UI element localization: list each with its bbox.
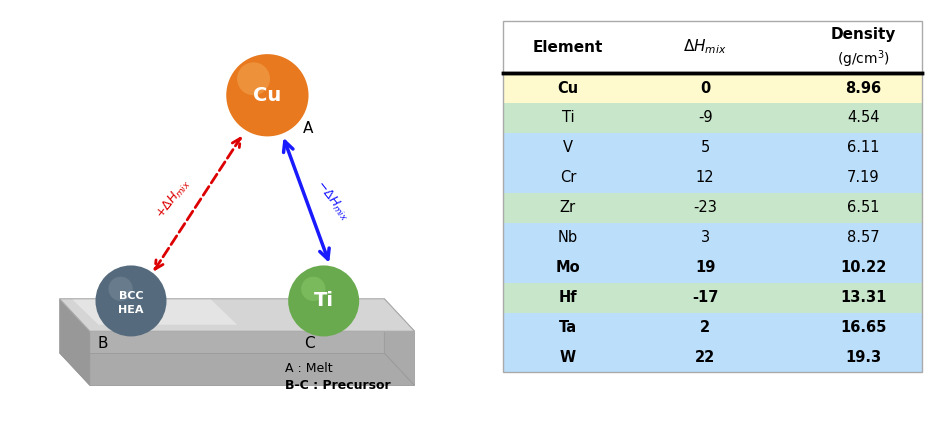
Text: 13.31: 13.31 xyxy=(841,290,886,305)
Circle shape xyxy=(289,265,359,336)
Text: Nb: Nb xyxy=(558,230,578,245)
FancyBboxPatch shape xyxy=(503,73,922,103)
Text: 6.11: 6.11 xyxy=(847,140,880,155)
FancyBboxPatch shape xyxy=(503,103,922,133)
Text: -9: -9 xyxy=(698,110,712,126)
Text: B: B xyxy=(97,336,108,352)
Text: Cr: Cr xyxy=(560,170,576,185)
Text: W: W xyxy=(560,350,576,365)
Text: 4.54: 4.54 xyxy=(847,110,880,126)
Text: Cu: Cu xyxy=(253,86,281,105)
Text: V: V xyxy=(563,140,573,155)
Text: 12: 12 xyxy=(695,170,715,185)
Text: 2: 2 xyxy=(700,320,710,335)
Circle shape xyxy=(301,277,326,301)
Text: Hf: Hf xyxy=(559,290,577,305)
Text: 19.3: 19.3 xyxy=(845,350,882,365)
Circle shape xyxy=(237,62,270,95)
Text: 0: 0 xyxy=(700,81,710,96)
Text: Ti: Ti xyxy=(561,110,574,126)
Text: Density: Density xyxy=(830,27,897,42)
Text: 16.65: 16.65 xyxy=(841,320,886,335)
Text: 3: 3 xyxy=(701,230,709,245)
Polygon shape xyxy=(60,299,414,331)
Polygon shape xyxy=(60,353,414,385)
Text: Element: Element xyxy=(533,39,603,55)
Text: 8.96: 8.96 xyxy=(845,81,882,96)
Text: BCC: BCC xyxy=(118,291,143,301)
Text: HEA: HEA xyxy=(118,304,143,315)
Circle shape xyxy=(226,54,308,136)
FancyBboxPatch shape xyxy=(503,283,922,313)
FancyBboxPatch shape xyxy=(503,253,922,283)
Text: A : Melt: A : Melt xyxy=(285,362,332,375)
FancyBboxPatch shape xyxy=(503,21,922,73)
Circle shape xyxy=(96,265,167,336)
FancyBboxPatch shape xyxy=(503,163,922,193)
Text: 6.51: 6.51 xyxy=(847,200,880,215)
Text: $-\Delta H_{mix}$: $-\Delta H_{mix}$ xyxy=(312,177,353,223)
Text: Mo: Mo xyxy=(556,260,580,275)
Text: B-C : Precursor: B-C : Precursor xyxy=(285,379,390,392)
Text: 10.22: 10.22 xyxy=(841,260,886,275)
Text: Ti: Ti xyxy=(314,291,333,310)
Text: 22: 22 xyxy=(695,350,715,365)
Circle shape xyxy=(109,277,133,301)
Text: $+\Delta H_{mix}$: $+\Delta H_{mix}$ xyxy=(154,176,195,223)
Text: 19: 19 xyxy=(695,260,715,275)
FancyBboxPatch shape xyxy=(503,313,922,343)
Polygon shape xyxy=(73,300,237,325)
Text: $\Delta H_{mix}$: $\Delta H_{mix}$ xyxy=(683,38,727,56)
FancyBboxPatch shape xyxy=(503,223,922,253)
FancyBboxPatch shape xyxy=(503,193,922,223)
Polygon shape xyxy=(60,299,385,353)
Polygon shape xyxy=(385,299,414,385)
Text: C: C xyxy=(304,336,315,352)
Text: 5: 5 xyxy=(701,140,709,155)
Text: 8.57: 8.57 xyxy=(847,230,880,245)
Text: Zr: Zr xyxy=(560,200,576,215)
Text: -17: -17 xyxy=(692,290,719,305)
FancyBboxPatch shape xyxy=(503,343,922,372)
FancyBboxPatch shape xyxy=(503,133,922,163)
Text: A: A xyxy=(303,121,313,136)
Text: -23: -23 xyxy=(694,200,717,215)
Text: (g/cm$^3$): (g/cm$^3$) xyxy=(837,48,890,70)
Polygon shape xyxy=(60,299,90,385)
Text: Ta: Ta xyxy=(559,320,577,335)
Text: 7.19: 7.19 xyxy=(847,170,880,185)
Text: Cu: Cu xyxy=(558,81,578,96)
